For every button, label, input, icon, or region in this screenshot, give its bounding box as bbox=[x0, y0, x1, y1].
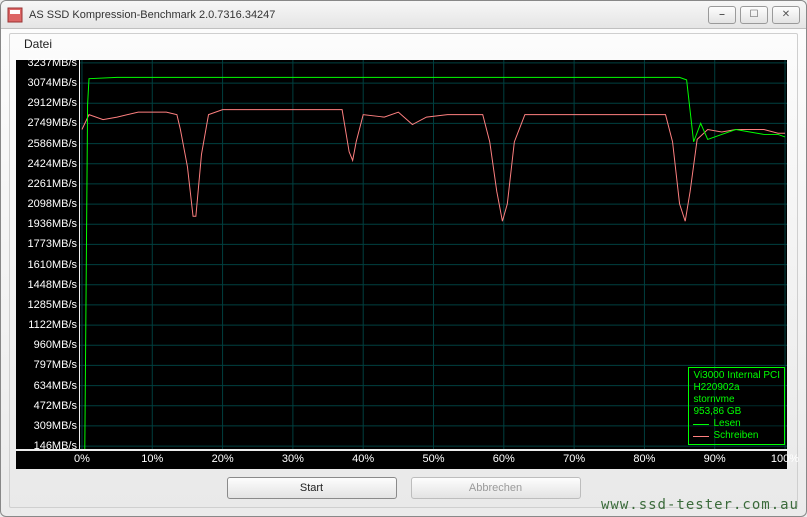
maximize-button[interactable]: ☐ bbox=[740, 6, 768, 24]
x-axis-tick-label: 90% bbox=[704, 453, 726, 465]
y-axis-tick-label: 797MB/s bbox=[34, 359, 77, 371]
legend-write-label: Schreiben bbox=[713, 430, 758, 442]
y-axis-tick-label: 1285MB/s bbox=[27, 299, 77, 311]
legend-write: Schreiben bbox=[693, 430, 780, 442]
y-axis-tick-label: 2098MB/s bbox=[27, 198, 77, 210]
y-axis-tick-label: 960MB/s bbox=[34, 339, 77, 351]
y-axis-tick-label: 1936MB/s bbox=[27, 218, 77, 230]
x-axis-labels: 0%10%20%30%40%50%60%70%80%90%100% bbox=[80, 451, 787, 469]
legend-device-2: H220902a bbox=[693, 382, 780, 394]
titlebar: AS SSD Kompression-Benchmark 2.0.7316.34… bbox=[1, 1, 806, 29]
y-axis-tick-label: 2586MB/s bbox=[27, 138, 77, 150]
x-axis-tick-label: 70% bbox=[563, 453, 585, 465]
legend-device-4: 953,86 GB bbox=[693, 406, 780, 418]
y-axis-tick-label: 2749MB/s bbox=[27, 117, 77, 129]
legend-write-swatch bbox=[693, 436, 709, 437]
x-axis-tick-label: 80% bbox=[633, 453, 655, 465]
x-axis-tick-label: 40% bbox=[352, 453, 374, 465]
legend-box: Vi3000 Internal PCI H220902a stornvme 95… bbox=[688, 367, 785, 445]
watermark-text: www.ssd-tester.com.au bbox=[601, 497, 799, 513]
y-axis-tick-label: 1773MB/s bbox=[27, 238, 77, 250]
x-axis-tick-label: 60% bbox=[493, 453, 515, 465]
app-window: AS SSD Kompression-Benchmark 2.0.7316.34… bbox=[0, 0, 807, 517]
y-axis-tick-label: 472MB/s bbox=[34, 400, 77, 412]
chart-corner-fill bbox=[16, 451, 80, 469]
app-icon bbox=[7, 7, 23, 23]
y-axis-tick-label: 146MB/s bbox=[34, 440, 77, 452]
chart-svg bbox=[80, 60, 787, 449]
y-axis-tick-label: 2424MB/s bbox=[27, 158, 77, 170]
x-axis-tick-label: 0% bbox=[74, 453, 90, 465]
cancel-button: Abbrechen bbox=[411, 477, 581, 499]
y-axis-tick-label: 3237MB/s bbox=[27, 57, 77, 69]
y-axis-tick-label: 1122MB/s bbox=[28, 319, 77, 331]
menu-file[interactable]: Datei bbox=[24, 37, 52, 51]
y-axis-tick-label: 634MB/s bbox=[34, 380, 77, 392]
x-axis-tick-label: 50% bbox=[422, 453, 444, 465]
y-axis-tick-label: 2912MB/s bbox=[27, 97, 77, 109]
legend-read-swatch bbox=[693, 424, 709, 425]
legend-device-1: Vi3000 Internal PCI bbox=[693, 370, 780, 382]
chart-area: 3237MB/s 3074MB/s 2912MB/s 2749MB/s 2586MB/s… bbox=[16, 58, 791, 471]
legend-read-label: Lesen bbox=[713, 418, 740, 430]
start-button[interactable]: Start bbox=[227, 477, 397, 499]
window-title: AS SSD Kompression-Benchmark 2.0.7316.34… bbox=[29, 9, 708, 21]
content-frame: Datei 3237MB/s 3074MB/s 2912MB/s 2749MB/s 25… bbox=[9, 33, 798, 508]
x-axis-tick-label: 100% bbox=[771, 453, 799, 465]
y-axis-labels: 3237MB/s 3074MB/s 2912MB/s 2749MB/s 2586MB/s… bbox=[16, 60, 79, 449]
y-axis-tick-label: 1610MB/s bbox=[27, 259, 77, 271]
window-controls: ⎯ ☐ ✕ bbox=[708, 6, 800, 24]
x-axis-tick-label: 30% bbox=[282, 453, 304, 465]
y-axis-tick-label: 2261MB/s bbox=[27, 178, 77, 190]
y-axis-tick-label: 309MB/s bbox=[34, 420, 77, 432]
close-button[interactable]: ✕ bbox=[772, 6, 800, 24]
x-axis-tick-label: 10% bbox=[141, 453, 163, 465]
y-axis-tick-label: 3074MB/s bbox=[27, 77, 77, 89]
legend-read: Lesen bbox=[693, 418, 780, 430]
menu-bar: Datei bbox=[10, 34, 797, 56]
x-axis-tick-label: 20% bbox=[212, 453, 234, 465]
chart-canvas: Vi3000 Internal PCI H220902a stornvme 95… bbox=[80, 60, 787, 449]
y-axis-tick-label: 1448MB/s bbox=[27, 279, 77, 291]
minimize-button[interactable]: ⎯ bbox=[708, 6, 736, 24]
legend-device-3: stornvme bbox=[693, 394, 780, 406]
